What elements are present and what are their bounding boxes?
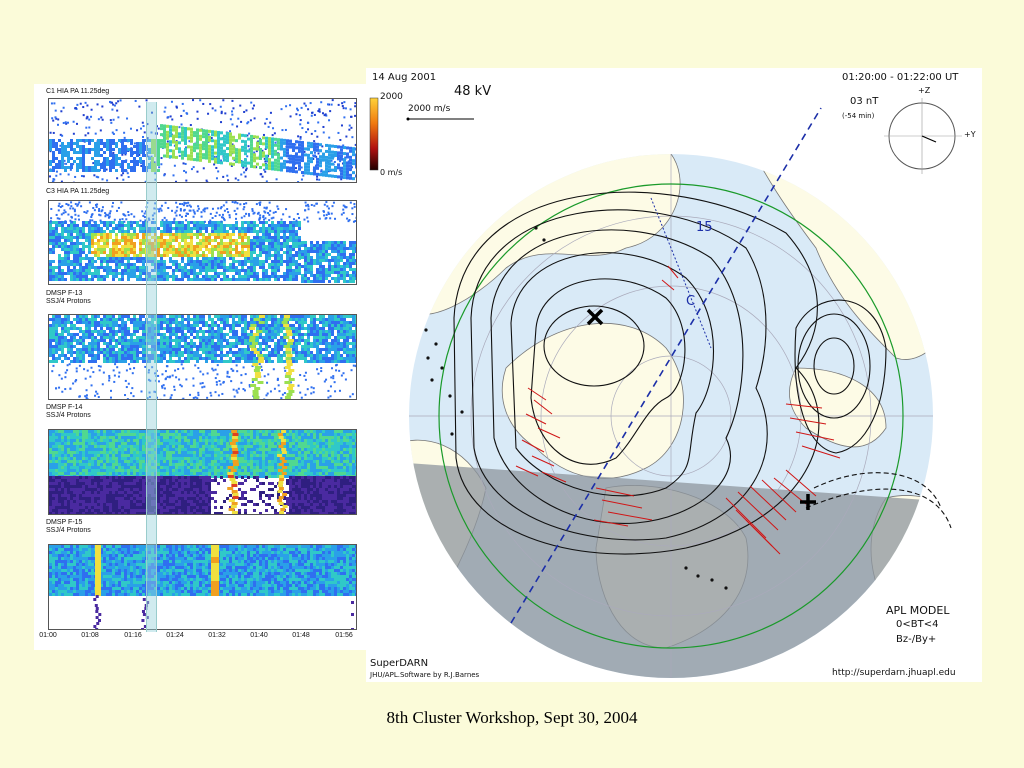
- imf-magnitude: 03 nT: [850, 96, 879, 107]
- spectrogram-panel: C1 HIA PA 11.25deg C3 HIA PA 11.25deg DM…: [34, 84, 366, 650]
- time-tick: 01:24: [166, 632, 184, 639]
- software-credit: JHU/APL.Software by R.J.Barnes: [370, 671, 480, 679]
- time-tick: 01:16: [124, 632, 142, 639]
- model-imf-direction: Bz-/By+: [896, 634, 937, 645]
- contour-label-c: C: [686, 294, 696, 309]
- model-name: APL MODEL: [886, 604, 950, 617]
- potential-minimum-marker: [586, 308, 604, 326]
- colorbar-min-label: 0 m/s: [380, 168, 403, 177]
- map-date: 14 Aug 2001: [372, 72, 437, 83]
- strip-title-c3: C3 HIA PA 11.25deg: [46, 188, 110, 195]
- time-tick: 01:00: [39, 632, 57, 639]
- spectrogram-c1: [48, 98, 357, 183]
- spectrogram-f15: [48, 544, 357, 630]
- colorbar-max-label: 2000: [380, 92, 403, 102]
- land-mass: [789, 367, 887, 448]
- dawn-dusk-line: [510, 107, 822, 624]
- imf-vector: [921, 135, 937, 143]
- time-tick: 01:56: [335, 632, 353, 639]
- cross-polar-potential: 48 kV: [454, 84, 492, 99]
- model-boundary: [438, 183, 904, 649]
- strip-title-f15: DMSP F-15 SSJ/4 Protons: [46, 519, 91, 534]
- contour-label-15: 15: [696, 220, 713, 235]
- potential-contours: [453, 191, 952, 555]
- velocity-colorbar: [369, 97, 379, 171]
- time-tick: 01:40: [250, 632, 268, 639]
- spectrogram-f13: [48, 314, 357, 400]
- velocity-vectors: [515, 265, 841, 555]
- strip-title-c1: C1 HIA PA 11.25deg: [46, 88, 110, 95]
- source-label: SuperDARN: [370, 658, 429, 669]
- spectrogram-f14: [48, 429, 357, 515]
- strip-title-f14: DMSP F-14 SSJ/4 Protons: [46, 404, 91, 419]
- clock-plus-y: +Y: [964, 130, 976, 139]
- strip-title-f13: DMSP F-13 SSJ/4 Protons: [46, 290, 91, 305]
- model-bt-range: 0<BT<4: [896, 619, 939, 630]
- potential-maximum-marker: [800, 494, 816, 510]
- time-cursor: [146, 102, 157, 632]
- time-tick: 01:32: [208, 632, 226, 639]
- source-url: http://superdarn.jhuapl.edu: [832, 668, 956, 678]
- time-tick: 01:08: [81, 632, 99, 639]
- time-axis: 01:00 01:08 01:16 01:24 01:32 01:40 01:4…: [34, 632, 366, 644]
- velocity-scale-label: 2000 m/s: [408, 104, 451, 114]
- slide-footer: 8th Cluster Workshop, Sept 30, 2004: [386, 708, 638, 727]
- map-disk: [409, 154, 933, 678]
- time-range: 01:20:00 - 01:22:00 UT: [842, 72, 959, 83]
- clock-plus-z: +Z: [918, 86, 931, 95]
- low-velocity-dots: [424, 226, 728, 590]
- imf-delay: (-54 min): [842, 112, 875, 120]
- spectrogram-c3: [48, 200, 357, 285]
- meridian-dotted: [650, 197, 712, 349]
- convection-map-panel: 14 Aug 2001 48 kV 2000 m/s 2000 0 m/s 01…: [366, 68, 982, 682]
- polar-map: [369, 97, 962, 678]
- time-tick: 01:48: [292, 632, 310, 639]
